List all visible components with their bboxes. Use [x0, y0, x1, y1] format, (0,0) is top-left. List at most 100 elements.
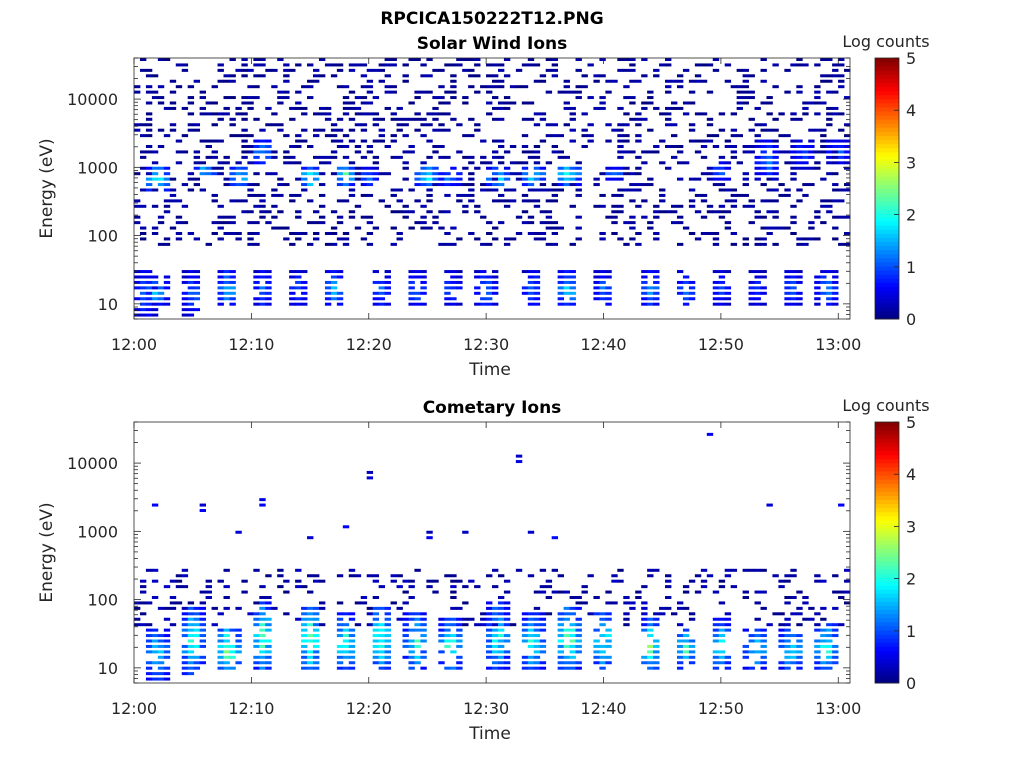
heatmap-cell [151, 96, 159, 100]
heatmap-cell [450, 270, 457, 274]
heatmap-cell [790, 150, 797, 154]
colorbar-segment [875, 298, 899, 304]
heatmap-cell [635, 232, 642, 235]
heatmap-cell [169, 79, 177, 83]
heatmap-cell [790, 634, 797, 638]
heatmap-cell [492, 666, 499, 670]
heatmap-cell [211, 155, 218, 159]
heatmap-cell [163, 650, 171, 654]
heatmap-cell [145, 183, 153, 187]
heatmap-cell [575, 193, 582, 197]
heatmap-cell [581, 85, 588, 89]
heatmap-cell [247, 232, 254, 235]
heatmap-cell [134, 280, 141, 284]
heatmap-cell [462, 585, 469, 589]
heatmap-cell [372, 661, 380, 665]
heatmap-cell [223, 291, 230, 295]
figure-title: RPCICA150222T12.PNG [380, 9, 603, 29]
heatmap-cell [611, 232, 618, 235]
heatmap-cell [265, 623, 272, 627]
heatmap-cell [676, 639, 684, 643]
heatmap-cell [318, 579, 326, 583]
heatmap-cell [444, 112, 451, 116]
colorbar-segment [875, 446, 899, 452]
heatmap-cell [802, 112, 809, 116]
heatmap-cell [259, 655, 266, 659]
heatmap-cell [378, 139, 385, 143]
heatmap-cell [760, 150, 767, 154]
heatmap-cell [247, 161, 254, 165]
heatmap-cell [503, 579, 511, 583]
heatmap-cell [808, 128, 815, 132]
heatmap-cell [330, 210, 338, 214]
heatmap-cell [456, 628, 463, 632]
heatmap-cell [593, 644, 600, 648]
heatmap-cell [527, 232, 535, 235]
heatmap-cell [760, 145, 767, 148]
heatmap-cell [694, 74, 702, 78]
heatmap-cell [676, 650, 684, 654]
heatmap-cell [277, 101, 284, 105]
heatmap-cell [307, 590, 314, 594]
heatmap-cell [581, 590, 588, 594]
heatmap-cell [653, 286, 660, 290]
heatmap-cell [736, 193, 743, 197]
heatmap-cell [826, 90, 833, 94]
heatmap-cell [515, 232, 523, 235]
heatmap-cell [271, 85, 278, 89]
heatmap-cell [378, 639, 385, 643]
colorbar-tick-label: 4 [906, 465, 916, 484]
heatmap-cell [301, 655, 308, 659]
heatmap-cell [605, 639, 612, 643]
heatmap-cell [360, 172, 368, 176]
heatmap-cell [193, 123, 201, 127]
heatmap-cell [468, 193, 475, 197]
heatmap-cell [265, 596, 272, 599]
heatmap-cell [760, 101, 767, 105]
heatmap-cell [295, 270, 302, 274]
heatmap-cell [420, 275, 427, 279]
heatmap-cell [539, 590, 547, 594]
heatmap-cell [450, 90, 457, 94]
heatmap-cell [486, 275, 493, 279]
heatmap-cell [145, 666, 153, 670]
heatmap-cell [533, 270, 541, 274]
heatmap-cell [486, 161, 493, 165]
heatmap-cell [181, 644, 189, 648]
colorbar-segment [875, 147, 899, 153]
heatmap-cell [199, 139, 206, 143]
heatmap-cell [838, 63, 845, 67]
heatmap-cell [706, 210, 714, 214]
heatmap-cell [259, 634, 266, 638]
heatmap-cell [647, 644, 654, 648]
heatmap-cell [563, 666, 570, 670]
heatmap-cell [820, 628, 827, 632]
heatmap-cell [772, 150, 779, 154]
heatmap-cell [474, 585, 481, 589]
heatmap-cell [468, 134, 475, 138]
colorbar-segment [875, 217, 899, 222]
heatmap-cell [229, 232, 236, 235]
heatmap-cell [760, 302, 767, 306]
heatmap-cell [217, 166, 224, 170]
heatmap-cell [826, 661, 833, 665]
heatmap-cell [832, 188, 839, 192]
heatmap-cell [838, 139, 845, 143]
colorbar-segment [875, 261, 899, 267]
heatmap-cell [796, 661, 803, 665]
heatmap-cell [533, 655, 541, 659]
heatmap-cell [295, 585, 302, 589]
heatmap-cell [223, 639, 230, 643]
heatmap-cell [468, 188, 475, 192]
heatmap-cell [653, 302, 660, 306]
heatmap-cell [521, 134, 529, 138]
heatmap-cell [229, 79, 236, 83]
heatmap-cell [390, 155, 397, 159]
heatmap-cell [235, 606, 242, 610]
heatmap-cell [217, 139, 224, 143]
heatmap-cell [354, 574, 362, 578]
heatmap-cell [593, 655, 600, 659]
heatmap-cell [617, 155, 624, 159]
heatmap-cell [444, 193, 451, 197]
heatmap-cell [676, 644, 684, 648]
